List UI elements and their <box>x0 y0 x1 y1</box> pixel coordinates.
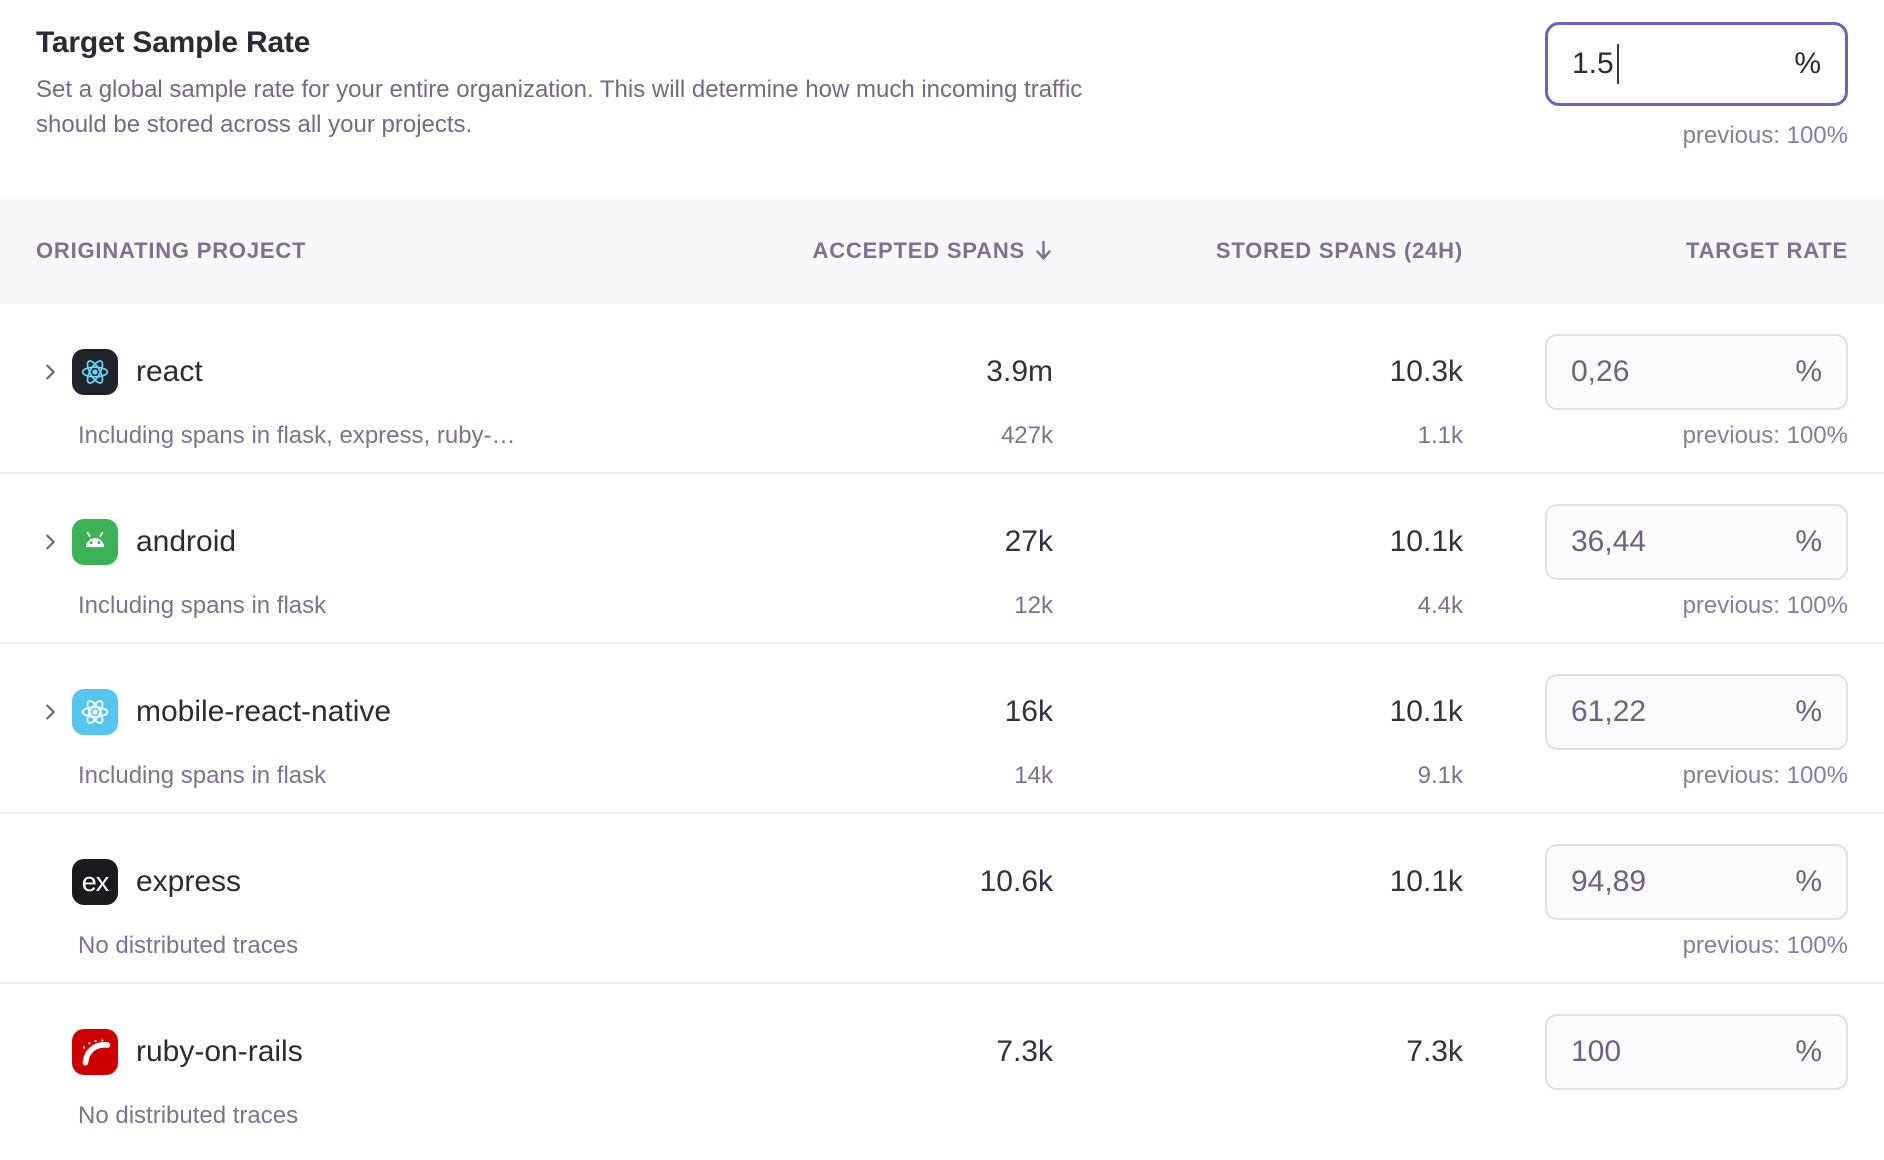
table-row: android 27k 10.1k 36,44 % Including span… <box>0 474 1884 644</box>
rails-icon <box>72 1029 118 1075</box>
table-row: react 3.9m 10.3k 0,26 % Including spans … <box>0 304 1884 474</box>
accepted-spans-value: 10.6k <box>979 865 1053 898</box>
project-name[interactable]: express <box>136 865 242 898</box>
express-icon: ex <box>72 859 118 905</box>
project-name[interactable]: mobile-react-native <box>136 695 392 728</box>
expand-row-button[interactable] <box>36 531 72 553</box>
table-row: ex express 10.6k 10.1k 94,89 % No distri… <box>0 814 1884 984</box>
stored-spans-value: 10.1k <box>1389 695 1463 728</box>
chevron-right-icon <box>46 534 55 550</box>
column-header-target-rate: TARGET RATE <box>1686 238 1848 263</box>
accepted-spans-value: 3.9m <box>986 355 1053 388</box>
page-description-line1: Set a global sample rate for your entire… <box>36 76 1083 103</box>
chevron-right-icon <box>46 704 55 720</box>
expand-row-button[interactable] <box>36 361 72 383</box>
global-rate-value: 1.5 <box>1572 47 1614 80</box>
percent-suffix: % <box>1795 865 1822 898</box>
accepted-spans-value: 27k <box>1004 525 1053 558</box>
row-note: No distributed traces <box>78 1102 299 1129</box>
stored-spans-value: 10.1k <box>1389 525 1463 558</box>
row-note: Including spans in flask, express, ruby-… <box>78 422 516 449</box>
project-name[interactable]: react <box>136 355 203 388</box>
previous-rate-label: previous: 100% <box>1682 932 1848 959</box>
row-note: No distributed traces <box>78 932 299 959</box>
expand-row-button[interactable] <box>36 701 72 723</box>
column-header-originating-project[interactable]: ORIGINATING PROJECT <box>36 238 307 263</box>
target-rate-input[interactable]: 61,22 % <box>1545 674 1848 750</box>
react-icon <box>72 349 118 395</box>
percent-suffix: % <box>1795 1035 1822 1068</box>
previous-rate-label: previous: 100% <box>1682 762 1848 789</box>
stored-spans-sub-value: 4.4k <box>1417 592 1463 619</box>
stored-spans-value: 10.3k <box>1389 355 1463 388</box>
target-rate-value: 100 <box>1571 1035 1622 1068</box>
row-note: Including spans in flask <box>78 762 327 789</box>
previous-rate-label: previous: 100% <box>1682 422 1848 449</box>
project-name[interactable]: android <box>136 525 237 558</box>
page-title: Target Sample Rate <box>36 26 311 59</box>
target-sample-rate-section: Target Sample Rate Set a global sample r… <box>0 0 1884 198</box>
accepted-spans-sub-value: 427k <box>1000 422 1053 449</box>
project-name[interactable]: ruby-on-rails <box>136 1035 303 1068</box>
page-description-line2: should be stored across all your project… <box>36 111 473 138</box>
percent-suffix: % <box>1794 47 1821 80</box>
column-header-accepted-spans[interactable]: ACCEPTED SPANS <box>778 238 1098 264</box>
table-row: ruby-on-rails 7.3k 7.3k 100 % No distrib… <box>0 984 1884 1154</box>
stored-spans-value: 10.1k <box>1389 865 1463 898</box>
stored-spans-value: 7.3k <box>1406 1035 1463 1068</box>
stored-spans-sub-value: 9.1k <box>1417 762 1463 789</box>
accepted-spans-sub-value: 12k <box>1014 592 1053 619</box>
percent-suffix: % <box>1795 525 1822 558</box>
page-description: Set a global sample rate for your entire… <box>36 72 1436 142</box>
target-rate-value: 94,89 <box>1571 865 1647 898</box>
target-rate-value: 36,44 <box>1571 525 1647 558</box>
accepted-spans-value: 16k <box>1004 695 1053 728</box>
target-rate-value: 61,22 <box>1571 695 1647 728</box>
table-header: ORIGINATING PROJECT ACCEPTED SPANS STORE… <box>0 198 1884 304</box>
column-header-stored-spans[interactable]: STORED SPANS (24H) <box>1215 238 1463 263</box>
target-rate-input[interactable]: 100 % <box>1545 1014 1848 1090</box>
global-rate-input[interactable]: 1.5 % <box>1545 22 1848 106</box>
target-rate-input[interactable]: 0,26 % <box>1545 334 1848 410</box>
react-native-icon <box>72 689 118 735</box>
target-rate-input[interactable]: 36,44 % <box>1545 504 1848 580</box>
percent-suffix: % <box>1795 355 1822 388</box>
target-rate-input[interactable]: 94,89 % <box>1545 844 1848 920</box>
accepted-spans-value: 7.3k <box>996 1035 1053 1068</box>
table-row: mobile-react-native 16k 10.1k 61,22 % In… <box>0 644 1884 814</box>
android-icon <box>72 519 118 565</box>
percent-suffix: % <box>1795 695 1822 728</box>
row-note: Including spans in flask <box>78 592 327 619</box>
chevron-right-icon <box>46 364 55 380</box>
arrow-down-icon <box>1036 240 1051 260</box>
previous-rate-label: previous: 100% <box>1682 592 1848 619</box>
text-caret <box>1616 44 1619 84</box>
stored-spans-sub-value: 1.1k <box>1417 422 1463 449</box>
global-rate-previous: previous: 100% <box>1682 122 1848 149</box>
target-rate-value: 0,26 <box>1571 355 1630 388</box>
accepted-spans-sub-value: 14k <box>1014 762 1053 789</box>
